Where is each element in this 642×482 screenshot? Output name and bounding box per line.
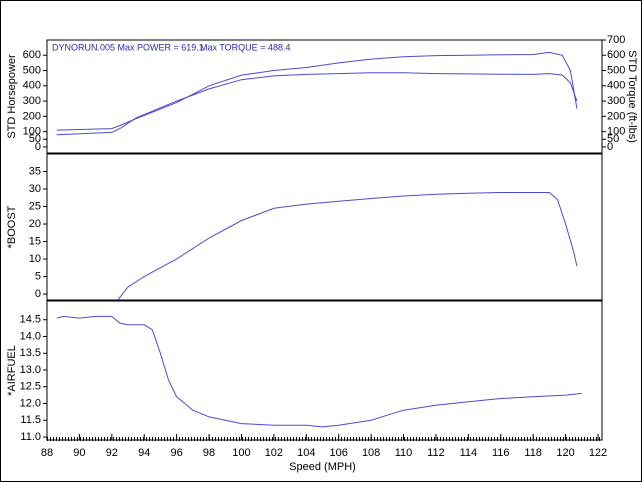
x-tick-label: 122 [589,447,607,459]
x-tick-label: 98 [203,447,215,459]
y-tick-label: 15 [29,235,41,247]
x-tick-label: 104 [297,447,315,459]
y2-tick-label: 600 [607,49,625,61]
y-tick-label: 400 [23,80,41,92]
x-tick-label: 96 [171,447,183,459]
y2-tick-label: 50 [607,133,619,145]
y2-tick-label: 700 [607,34,625,46]
x-tick-label: 114 [460,447,478,459]
data-line [56,315,582,428]
x-tick-label: 100 [232,447,250,459]
y2-tick-label: 100 [607,126,625,138]
x-tick-label: 106 [330,447,348,459]
y-tick-label: 25 [29,200,41,212]
plot-frame [46,39,603,441]
y2-tick-label: 500 [607,64,625,76]
x-tick-label: 112 [427,447,445,459]
y-tick-label: 14.5 [20,314,41,326]
y-tick-label: 50 [29,133,41,145]
annotation: DYNORUN.005 Max POWER = 619.1 [52,42,204,52]
y-tick-label: 14.0 [20,330,41,342]
y-tick-label: 500 [23,64,41,76]
y-tick-label: 200 [23,110,41,122]
y-axis-label: STD Horsepower [6,54,18,139]
x-tick-label: 116 [492,447,510,459]
y-tick-label: 30 [29,183,41,195]
x-tick-label: 92 [106,447,118,459]
y-tick-label: 600 [23,49,41,61]
y2-tick-label: 200 [607,110,625,122]
data-line [56,72,578,136]
y-tick-label: 13.5 [20,347,41,359]
y-tick-label: 100 [23,126,41,138]
y2-tick-label: 0 [607,141,613,153]
data-line [56,51,578,131]
data-line [117,192,578,300]
x-axis-label: Speed (MPH) [289,461,356,473]
x-tick-label: 120 [556,447,574,459]
y-tick-label: 13.0 [20,364,41,376]
y-axis-label: *BOOST [6,205,18,248]
y-tick-label: 11.0 [20,431,41,443]
y-tick-label: 11.5 [20,414,41,426]
y-tick-label: 5 [35,270,41,282]
y-tick-label: 35 [29,165,41,177]
y-axis-label: *AIRFUEL [6,345,18,396]
x-tick-label: 102 [265,447,283,459]
y-tick-label: 20 [29,218,41,230]
y-tick-label: 10 [29,253,41,265]
y2-tick-label: 300 [607,95,625,107]
y-tick-label: 300 [23,95,41,107]
y-tick-label: 12.5 [20,381,41,393]
x-tick-label: 118 [524,447,542,459]
y-tick-label: 12.0 [20,397,41,409]
annotation: Max TORQUE = 488.4 [200,42,290,52]
x-tick-label: 90 [73,447,85,459]
y2-axis-label: STD Torque (ft-lbs) [626,50,638,143]
y2-tick-label: 400 [607,80,625,92]
x-tick-label: 110 [395,447,413,459]
x-tick-label: 94 [138,447,150,459]
x-tick-label: 108 [362,447,380,459]
y-tick-label: 0 [35,141,41,153]
x-tick-label: 88 [41,447,53,459]
y-tick-label: 0 [35,288,41,300]
